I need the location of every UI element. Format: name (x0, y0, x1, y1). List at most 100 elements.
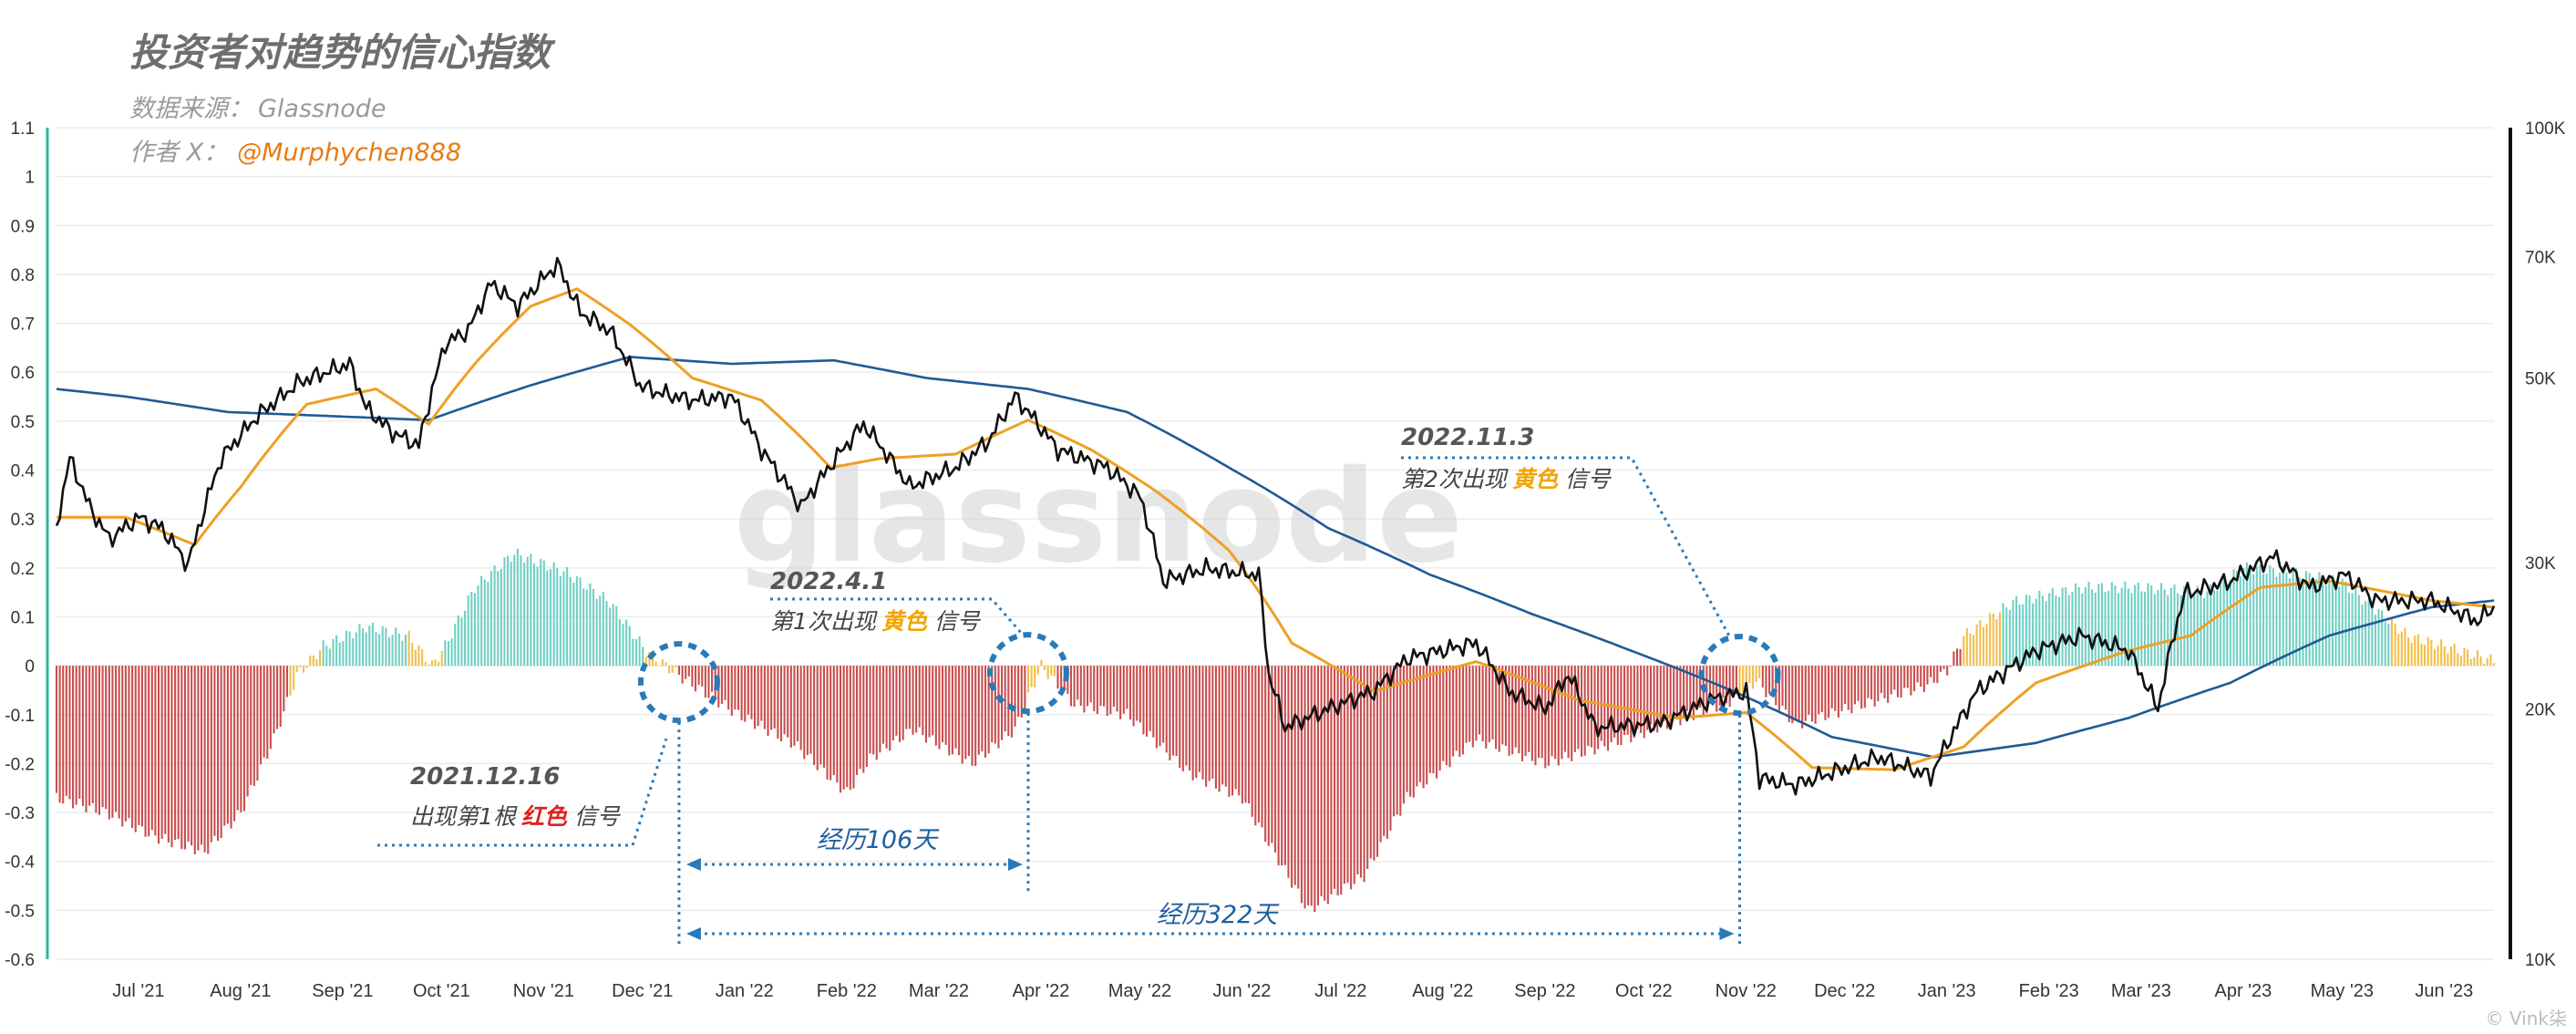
histogram-bar (687, 666, 690, 677)
y-left-tick-label: 0.4 (11, 462, 36, 481)
histogram-bar (2424, 645, 2427, 667)
histogram-bar (2269, 565, 2272, 667)
histogram-bar (2130, 593, 2133, 667)
histogram-bar (915, 666, 918, 733)
histogram-bar (1389, 666, 1392, 831)
histogram-bar (375, 632, 377, 667)
histogram-bar (1428, 666, 1431, 773)
histogram-bar (2008, 610, 2011, 667)
histogram-bar (1149, 666, 1151, 731)
histogram-bar (793, 666, 796, 746)
histogram-bar (417, 645, 420, 667)
histogram-bar (1955, 648, 1959, 667)
histogram-bar (464, 610, 467, 667)
histogram-bar (1146, 666, 1149, 737)
histogram-bar (1554, 666, 1557, 760)
histogram-bar (796, 666, 799, 741)
histogram-bar (2374, 615, 2376, 667)
histogram-bar (2114, 585, 2117, 667)
histogram-bar (487, 582, 489, 667)
histogram-bar (859, 666, 861, 770)
histogram-bar (727, 666, 730, 710)
histogram-bar (1307, 666, 1310, 905)
histogram-bar (507, 555, 510, 667)
histogram-bar (1669, 666, 1672, 726)
histogram-bar (1432, 666, 1435, 774)
duration-106-arrow-head-right (1007, 858, 1023, 871)
histogram-bar (902, 666, 904, 740)
histogram-bar (1708, 666, 1712, 704)
histogram-bar (1103, 666, 1106, 707)
x-tick-label: Oct '21 (413, 981, 470, 1001)
histogram-bar (1949, 666, 1952, 667)
histogram-bar (1850, 666, 1853, 714)
x-tick-label: Sep '21 (312, 981, 373, 1001)
histogram-bar (404, 635, 407, 667)
histogram-bar (2259, 564, 2262, 667)
histogram-bar (1675, 666, 1678, 719)
histogram-bar (984, 666, 987, 758)
histogram-bar (424, 662, 427, 667)
histogram-bar (967, 666, 970, 757)
histogram-bar (1692, 666, 1695, 720)
histogram-bar (193, 666, 196, 854)
histogram-bar (305, 666, 308, 668)
histogram-bar (1511, 666, 1514, 755)
histogram-bar (242, 666, 246, 812)
histogram-bar (2177, 593, 2179, 667)
x-tick-label: Jul '22 (1314, 981, 1366, 1001)
histogram-bar (1633, 666, 1635, 739)
short-ma-line (57, 287, 2495, 771)
histogram-bar (395, 627, 397, 667)
histogram-bar (1912, 666, 1916, 692)
histogram-bar (566, 566, 569, 667)
y-left-tick-label: -0.4 (5, 853, 35, 873)
histogram-bar (1791, 666, 1794, 724)
histogram-bar (977, 666, 980, 755)
histogram-bar (1583, 666, 1586, 756)
y-left-tick-label: -0.2 (5, 755, 35, 774)
histogram-bar (763, 666, 766, 729)
histogram-bar (1356, 666, 1359, 874)
histogram-bar (1771, 666, 1774, 694)
price-line (55, 256, 2496, 796)
histogram-bar (2150, 585, 2153, 667)
histogram-bar (846, 666, 849, 788)
histogram-bar (2097, 584, 2100, 667)
y-left-tick-label: 0.9 (11, 217, 35, 236)
histogram-bar (994, 666, 996, 744)
histogram-bar (1359, 666, 1363, 878)
histogram-bar (2341, 578, 2344, 667)
histogram-bar (1017, 666, 1020, 717)
histogram-bar (1932, 666, 1935, 683)
histogram-bar (1468, 666, 1471, 742)
histogram-bar (625, 619, 628, 667)
histogram-bar (1777, 666, 1780, 711)
histogram-bar (355, 632, 357, 667)
histogram-bar (1946, 666, 1949, 676)
histogram-bar (1732, 666, 1735, 698)
histogram-bar (68, 666, 71, 800)
y-right-tick-label: 30K (2525, 554, 2556, 574)
histogram-bar (711, 666, 714, 692)
histogram-bar (2242, 567, 2245, 667)
histogram-bar (414, 649, 417, 667)
histogram-bar (200, 666, 203, 845)
annotations: 2021.12.16 出现第1根 红色 信号 2022.4.1 第1次出现 黄色 信号 … (377, 424, 1781, 948)
histogram-bar (183, 666, 186, 850)
histogram-bar (918, 666, 921, 728)
histogram-bar (879, 666, 881, 753)
histogram-bar (1271, 666, 1273, 843)
histogram-bar (562, 571, 565, 667)
x-tick-label: Dec '21 (612, 981, 673, 1001)
histogram-bar (552, 562, 555, 667)
histogram-bar (121, 666, 124, 827)
histogram-bar (1136, 666, 1139, 721)
histogram-bar (2186, 587, 2189, 667)
histogram-bar (391, 635, 394, 667)
histogram-bar (91, 666, 94, 803)
histogram-bar (371, 623, 374, 667)
histogram-bar (55, 666, 58, 793)
histogram-bar (622, 624, 624, 667)
histogram-bar (1689, 666, 1692, 718)
